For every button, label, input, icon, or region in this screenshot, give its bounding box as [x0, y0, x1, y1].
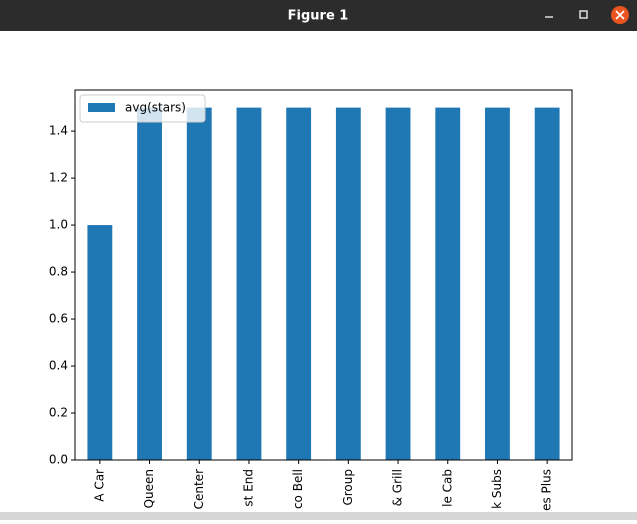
bar — [485, 107, 510, 460]
x-tick-label: Center — [192, 469, 206, 509]
bar — [335, 107, 361, 460]
x-tick-label: Group — [341, 469, 355, 506]
x-tick-label: & Grill — [391, 469, 405, 506]
x-tick-label: le Cab — [440, 469, 454, 507]
window-title: Figure 1 — [288, 9, 349, 24]
y-tick-label: 0.0 — [49, 453, 68, 467]
legend-box — [79, 94, 206, 123]
x-tick-label: es Plus — [540, 469, 554, 511]
bar — [385, 107, 411, 460]
y-tick-label: 0.2 — [49, 406, 68, 420]
legend-swatch — [88, 103, 115, 112]
x-tick-label: A Car — [92, 469, 106, 502]
y-tick-label: 1.0 — [49, 218, 68, 232]
plot: 0.0 0.2 0.4 0.6 0.8 1.0 1.2 1.4 A Car Queen Center… — [49, 89, 573, 511]
bar — [286, 107, 312, 460]
y-tick-label: 0.6 — [49, 312, 68, 326]
y-tick-label: 0.8 — [49, 265, 68, 279]
maximize-button[interactable] — [579, 10, 588, 19]
x-tick-label: st End — [241, 469, 255, 507]
axes-frame — [74, 89, 573, 461]
bar — [186, 107, 212, 460]
bar — [534, 107, 560, 460]
title-bar — [0, 0, 637, 31]
y-tick-label: 0.4 — [49, 359, 68, 373]
bar — [87, 225, 113, 460]
legend-label: avg(stars) — [125, 101, 186, 115]
bar — [435, 107, 461, 460]
status-strip — [0, 512, 637, 520]
x-tick-label: k Subs — [490, 469, 504, 509]
bar — [236, 107, 262, 460]
y-tick-label: 1.4 — [49, 124, 68, 138]
close-button[interactable] — [611, 6, 629, 24]
bar — [137, 107, 162, 460]
y-tick-label: 1.2 — [49, 171, 68, 185]
x-tick-label: co Bell — [291, 469, 305, 509]
x-tick-label: Queen — [142, 469, 156, 508]
